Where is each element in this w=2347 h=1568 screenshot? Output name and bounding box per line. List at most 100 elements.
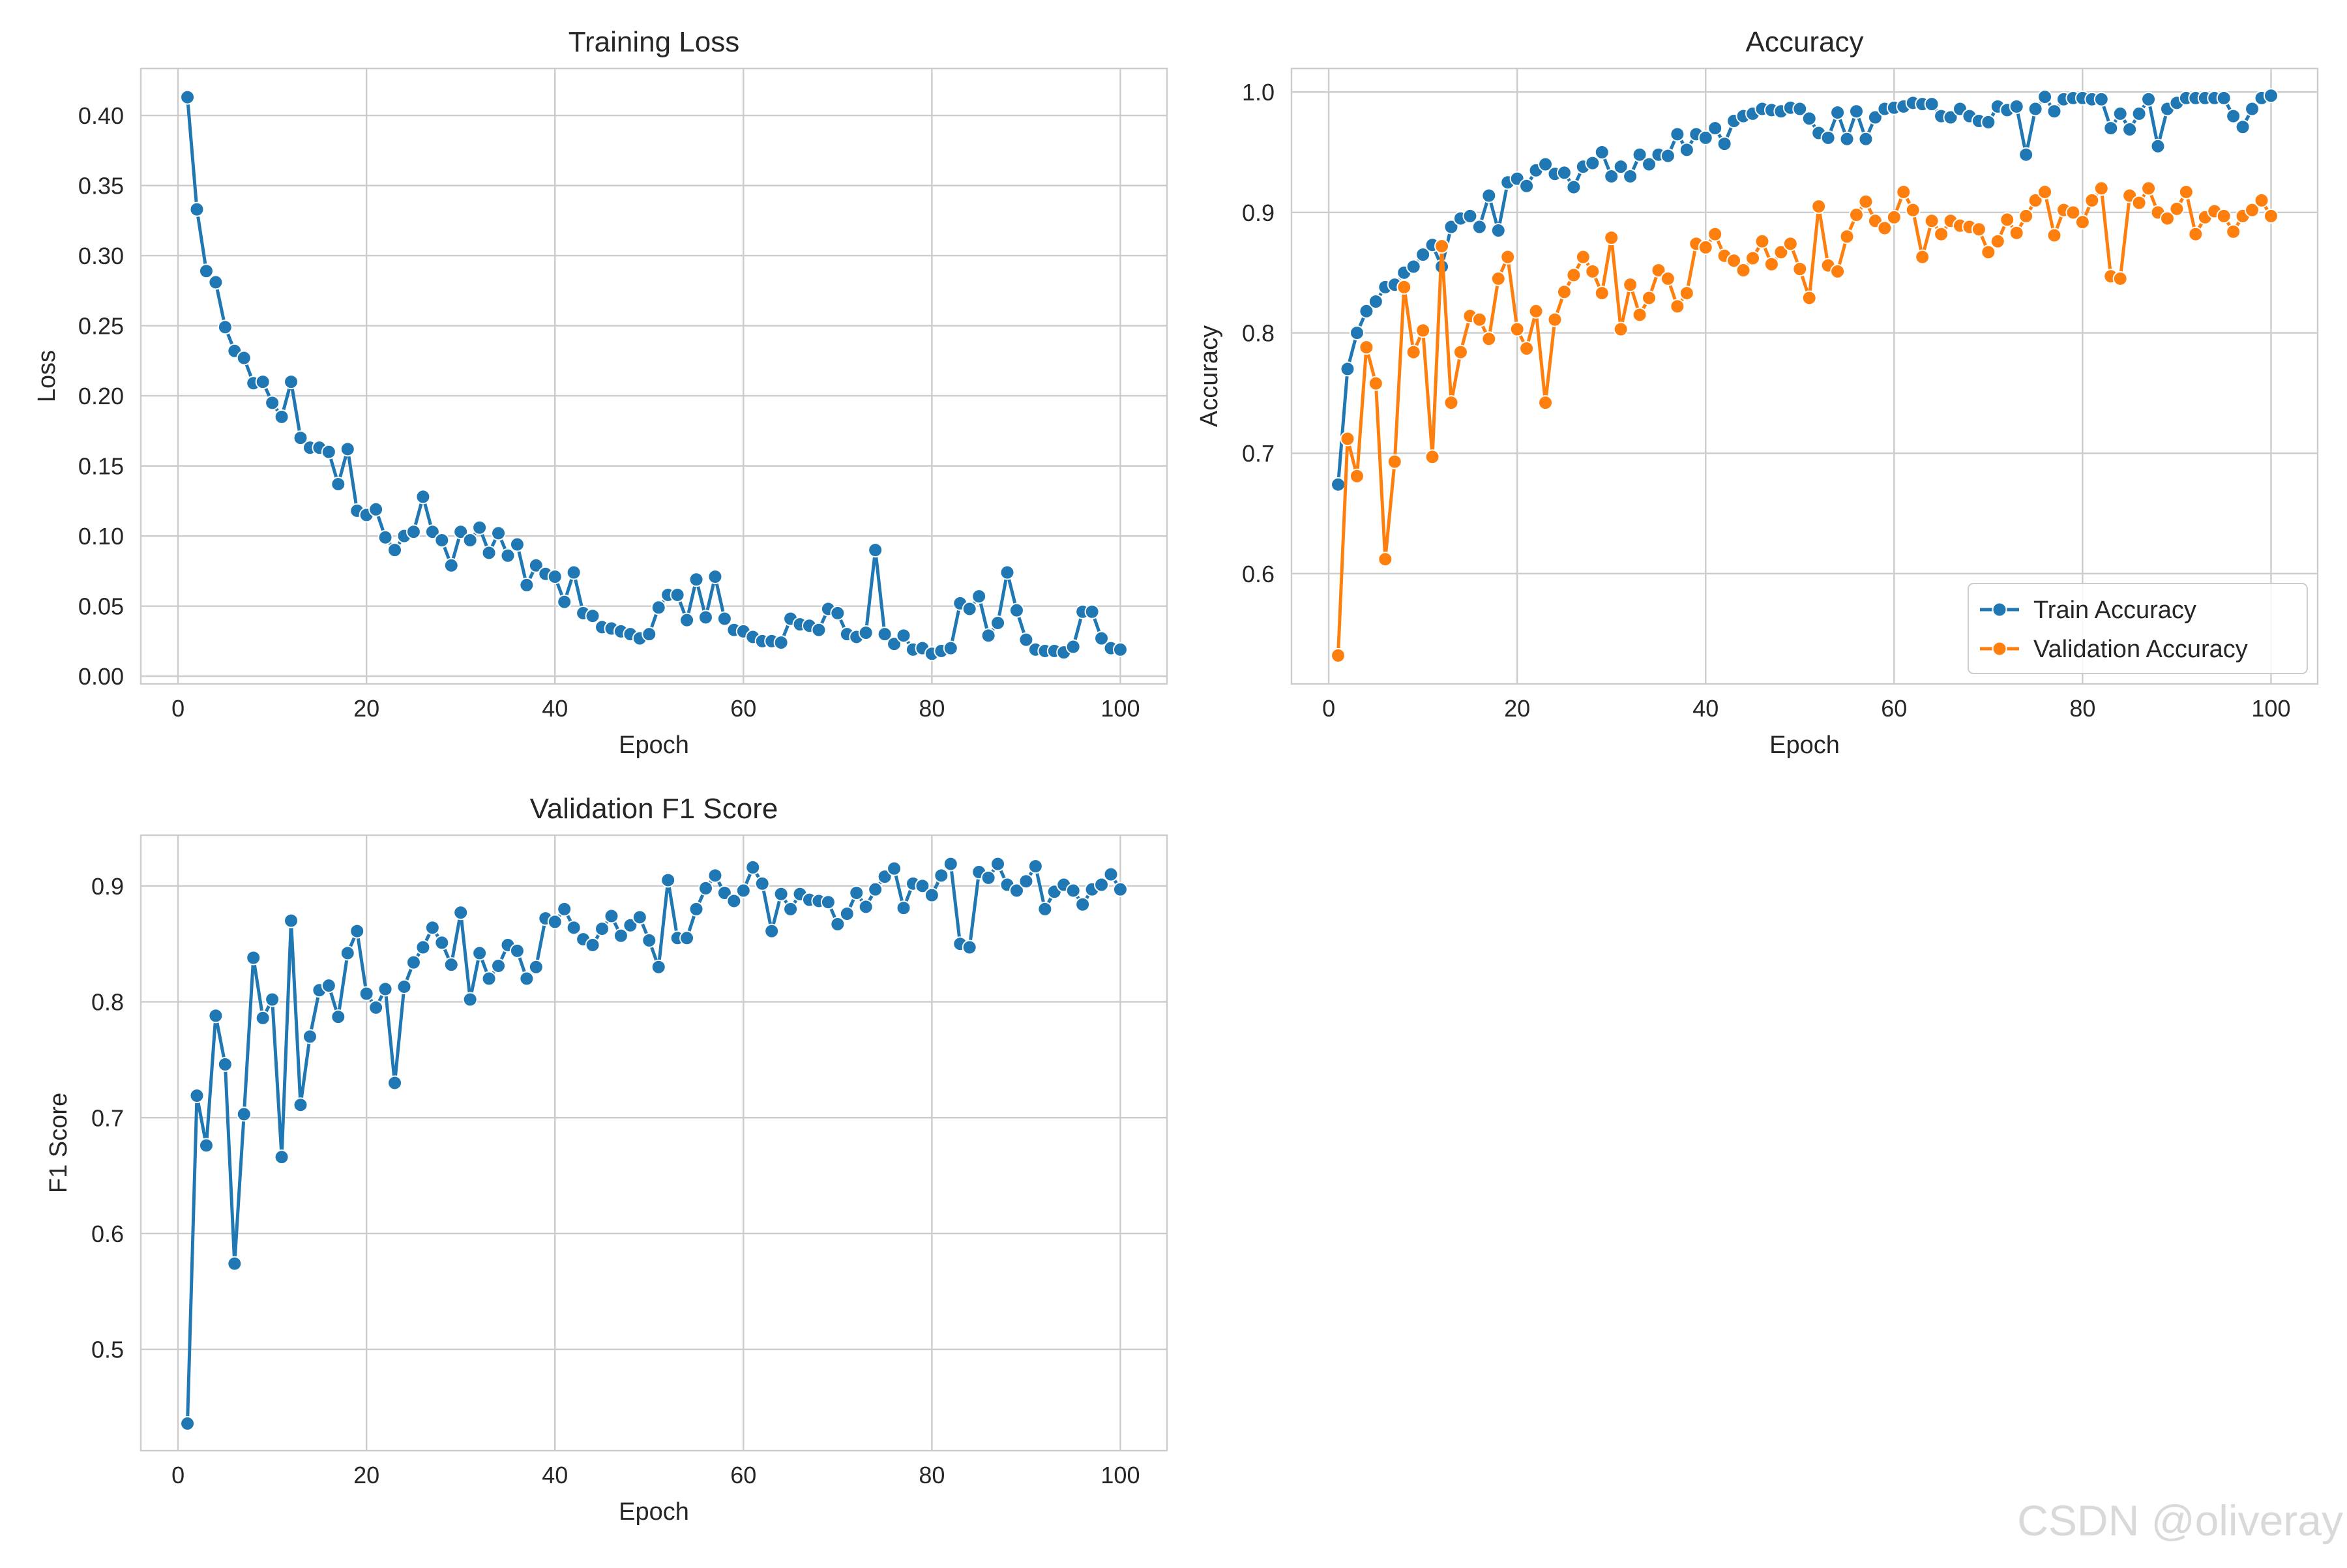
data-point <box>1519 341 1535 357</box>
data-point <box>1585 263 1601 279</box>
data-point <box>1490 223 1506 239</box>
data-point <box>1462 208 1478 224</box>
plot-frame <box>1290 67 2319 685</box>
data-point <box>2112 271 2128 286</box>
data-point <box>2226 224 2241 239</box>
y-tick-label: 0.15 <box>78 453 124 480</box>
data-point <box>2141 181 2157 196</box>
data-point <box>284 913 299 928</box>
data-point <box>2112 106 2128 121</box>
data-point <box>2009 225 2024 241</box>
data-point <box>2009 98 2024 114</box>
data-point <box>434 935 450 951</box>
data-point <box>2000 212 2015 228</box>
x-axis-label: Epoch <box>619 1498 689 1526</box>
data-point <box>1830 105 1846 121</box>
data-point <box>198 263 214 279</box>
y-tick-label: 0.6 <box>91 1220 124 1247</box>
data-point <box>2065 205 2081 220</box>
data-point <box>934 868 949 883</box>
plot-frame <box>140 67 1168 685</box>
data-point <box>2159 211 2175 226</box>
data-point <box>1782 236 1798 252</box>
data-point <box>1566 179 1582 195</box>
data-point <box>2245 101 2260 117</box>
data-point <box>1839 229 1855 244</box>
data-point <box>830 605 846 621</box>
series-line <box>1336 94 2272 485</box>
series-line <box>186 862 1122 1424</box>
y-tick-label: 0.7 <box>91 1104 124 1131</box>
y-tick-label: 0.25 <box>78 313 124 340</box>
data-point <box>340 945 355 961</box>
x-tick-label: 0 <box>171 695 185 722</box>
data-point <box>726 893 742 909</box>
data-point <box>2103 121 2119 136</box>
data-point <box>274 1149 289 1165</box>
data-point <box>1642 290 1657 306</box>
data-point <box>1981 114 1996 130</box>
legend-label: Validation Accuracy <box>2033 636 2248 663</box>
data-point <box>1406 259 1421 274</box>
data-point <box>1556 165 1572 181</box>
data-point <box>377 529 393 545</box>
data-point <box>321 444 336 460</box>
data-point <box>2254 192 2269 208</box>
data-point <box>1698 130 1713 145</box>
data-point <box>896 900 911 916</box>
data-point <box>519 577 535 593</box>
x-tick-label: 60 <box>1881 695 1907 722</box>
data-point <box>1065 639 1081 655</box>
data-point <box>1867 110 1883 125</box>
data-point <box>1811 199 1827 214</box>
data-point <box>2216 90 2232 106</box>
data-point <box>1415 323 1431 338</box>
data-point <box>1331 477 1346 492</box>
data-point <box>189 201 205 217</box>
data-point <box>1500 249 1516 265</box>
data-point <box>1660 148 1675 164</box>
data-point <box>585 608 600 624</box>
data-point <box>462 533 478 548</box>
data-point <box>2150 138 2166 154</box>
data-point <box>679 930 695 946</box>
data-point <box>217 1057 233 1072</box>
data-point <box>773 635 789 651</box>
data-point <box>990 615 1006 630</box>
y-tick-label: 1.0 <box>1242 79 1275 106</box>
data-point <box>924 887 939 903</box>
data-point <box>783 901 799 917</box>
data-point <box>481 545 497 561</box>
data-point <box>679 612 695 628</box>
data-point <box>453 524 469 540</box>
data-point <box>2084 192 2100 208</box>
series-validation-accuracy <box>1331 181 2279 663</box>
data-point <box>1613 321 1629 337</box>
data-point <box>773 886 789 902</box>
data-point <box>1481 188 1497 203</box>
data-point <box>1773 244 1789 260</box>
data-point <box>1642 156 1657 172</box>
data-point <box>368 999 384 1015</box>
data-point <box>858 625 874 641</box>
data-point <box>566 920 582 936</box>
data-point <box>2226 108 2241 124</box>
y-tick-label: 0.5 <box>91 1337 124 1363</box>
data-point <box>735 883 751 898</box>
data-point <box>453 905 469 921</box>
x-tick-label: 40 <box>542 695 568 722</box>
data-point <box>754 876 770 891</box>
data-point <box>1896 184 1912 200</box>
data-point <box>2028 101 2043 117</box>
data-point <box>1084 604 1100 619</box>
legend-frame <box>1968 583 2308 674</box>
data-point <box>1990 233 2005 249</box>
data-point <box>1848 207 1864 223</box>
data-point <box>1594 145 1610 160</box>
data-point <box>1509 321 1525 337</box>
x-tick-label: 20 <box>353 1462 379 1488</box>
data-point <box>1670 299 1685 314</box>
data-point <box>1009 883 1024 898</box>
x-tick-label: 80 <box>2069 695 2095 722</box>
data-point <box>971 589 987 604</box>
